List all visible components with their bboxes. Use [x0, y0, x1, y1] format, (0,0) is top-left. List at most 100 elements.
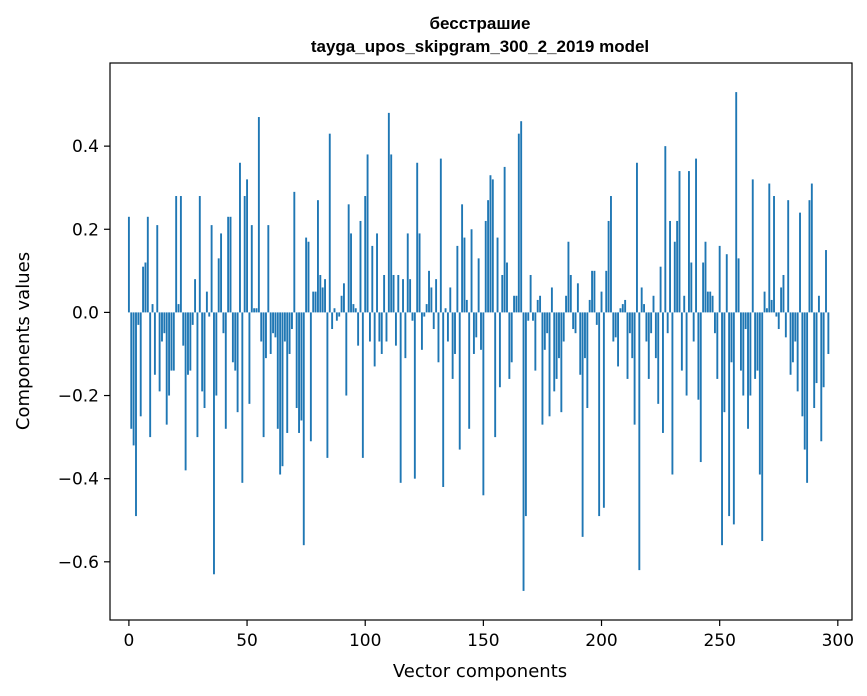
- bar: [737, 258, 740, 313]
- bar: [175, 196, 178, 313]
- bar: [352, 304, 355, 313]
- bar: [673, 241, 676, 313]
- bar: [281, 312, 284, 467]
- bar: [210, 225, 213, 313]
- bar: [456, 245, 459, 313]
- bar: [196, 312, 199, 438]
- bar: [758, 312, 761, 475]
- x-axis-ticks: 0 50 100 150 200 250 300: [123, 620, 854, 651]
- bar: [666, 312, 669, 334]
- bar: [149, 312, 152, 438]
- bar: [747, 312, 749, 429]
- bar: [458, 312, 461, 450]
- bar: [768, 183, 771, 313]
- bar: [385, 312, 388, 342]
- y-tick-label: −0.6: [58, 553, 99, 573]
- bar: [806, 312, 809, 483]
- bar: [163, 312, 166, 334]
- bar: [439, 158, 442, 313]
- bar: [647, 312, 650, 379]
- bar: [461, 204, 464, 313]
- bar: [288, 312, 291, 354]
- bar: [331, 312, 334, 330]
- bar: [373, 312, 376, 367]
- bar: [683, 295, 686, 313]
- bar: [699, 312, 702, 463]
- bar: [184, 312, 187, 471]
- y-tick-label: 0.2: [72, 220, 99, 240]
- bar: [130, 312, 133, 429]
- bar: [820, 312, 823, 442]
- bar: [777, 312, 780, 330]
- bar: [406, 233, 409, 313]
- bar: [501, 274, 504, 313]
- bar: [555, 312, 558, 379]
- bar: [205, 291, 208, 313]
- bar: [158, 312, 161, 392]
- bar: [529, 274, 532, 313]
- bar: [643, 304, 645, 313]
- bar: [565, 295, 568, 313]
- bar: [366, 154, 369, 313]
- bar: [243, 196, 246, 313]
- bar: [179, 196, 182, 313]
- bar: [704, 241, 707, 313]
- bar: [267, 225, 270, 313]
- bar: [319, 274, 322, 313]
- bar: [735, 92, 738, 313]
- bar: [227, 216, 230, 313]
- bar: [274, 312, 277, 338]
- bar: [177, 304, 180, 313]
- bar: [754, 312, 757, 379]
- bar: [151, 304, 154, 313]
- bar: [248, 312, 251, 404]
- bar: [546, 312, 549, 334]
- bar: [659, 266, 662, 313]
- bar: [390, 154, 393, 313]
- bar: [342, 283, 345, 313]
- bar: [586, 312, 589, 409]
- bar: [172, 312, 175, 371]
- bar: [241, 312, 244, 483]
- bar: [255, 308, 258, 313]
- bar: [749, 312, 752, 396]
- bar: [279, 312, 282, 475]
- bar: [702, 262, 705, 313]
- bar: [378, 312, 381, 342]
- bar: [770, 299, 773, 313]
- chart-subtitle: tayga_upos_skipgram_300_2_2019 model: [311, 37, 649, 56]
- bar: [782, 274, 785, 313]
- bar: [624, 299, 627, 313]
- x-axis-label: Vector components: [393, 661, 567, 682]
- bar: [680, 312, 683, 371]
- bar: [763, 291, 766, 313]
- bar: [269, 312, 272, 354]
- bar: [165, 312, 168, 425]
- bar: [262, 312, 265, 438]
- bar: [496, 237, 499, 313]
- bar: [324, 279, 326, 313]
- bar: [487, 200, 490, 313]
- bar: [170, 312, 173, 371]
- bar: [695, 158, 697, 313]
- bar: [364, 196, 367, 313]
- bar: [825, 250, 827, 313]
- bar: [584, 312, 586, 359]
- bar: [444, 308, 447, 313]
- bar: [773, 196, 775, 313]
- bar: [713, 312, 716, 334]
- bar: [657, 312, 660, 404]
- y-tick-label: 0.4: [72, 137, 99, 157]
- bar: [536, 299, 539, 313]
- bar: [541, 312, 544, 425]
- bar: [153, 312, 156, 375]
- bar: [465, 299, 468, 313]
- bar: [428, 270, 430, 313]
- x-tick-label: 250: [703, 631, 735, 651]
- bar: [706, 291, 709, 313]
- bar: [775, 312, 778, 317]
- bar: [144, 262, 147, 313]
- bar: [728, 312, 731, 517]
- bar-series: [127, 92, 830, 591]
- bar: [435, 279, 438, 313]
